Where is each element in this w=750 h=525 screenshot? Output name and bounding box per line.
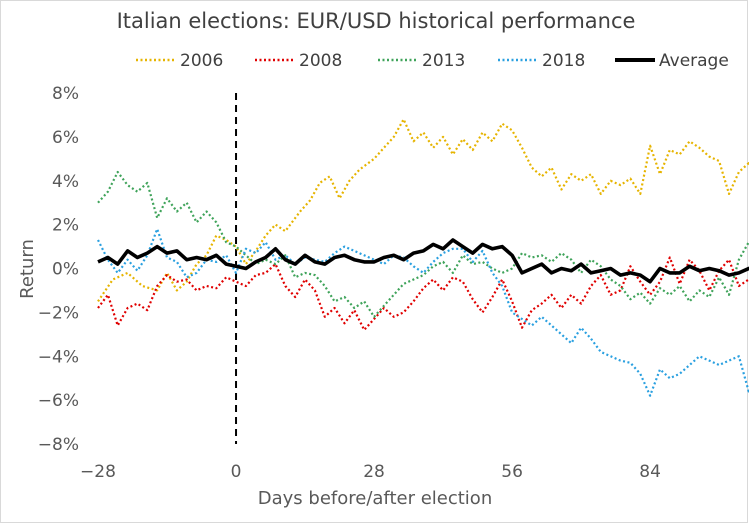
legend-label-average: Average xyxy=(659,51,729,71)
y-tick-label: 2% xyxy=(52,216,79,236)
series-line-2018 xyxy=(97,227,749,397)
y-tick-label: 8% xyxy=(52,84,79,104)
x-tick-label: 56 xyxy=(501,462,523,482)
y-tick-label: −8% xyxy=(38,435,79,455)
y-tick-label: −4% xyxy=(38,347,79,367)
x-tick-label: 28 xyxy=(363,462,385,482)
y-tick-label: 4% xyxy=(52,172,79,192)
legend-label-2006: 2006 xyxy=(180,51,223,71)
y-tick-label: −6% xyxy=(38,391,79,411)
x-tick-label: −28 xyxy=(80,462,116,482)
y-tick-label: −2% xyxy=(38,303,79,323)
series-line-2013 xyxy=(97,170,749,318)
legend-label-2018: 2018 xyxy=(542,51,585,71)
series-line-2006 xyxy=(97,118,749,303)
series-line-2008 xyxy=(97,256,749,331)
series-line-average xyxy=(97,238,749,284)
y-axis-label: Return xyxy=(17,239,38,299)
x-axis-label: Days before/after election xyxy=(258,488,492,509)
x-tick-label: 0 xyxy=(231,462,242,482)
chart-title: Italian elections: EUR/USD historical pe… xyxy=(116,9,636,33)
x-tick-label: 84 xyxy=(639,462,661,482)
y-tick-label: 0% xyxy=(52,260,79,280)
legend-label-2008: 2008 xyxy=(299,51,342,71)
legend-label-2013: 2013 xyxy=(422,51,465,71)
y-tick-label: 6% xyxy=(52,128,79,148)
